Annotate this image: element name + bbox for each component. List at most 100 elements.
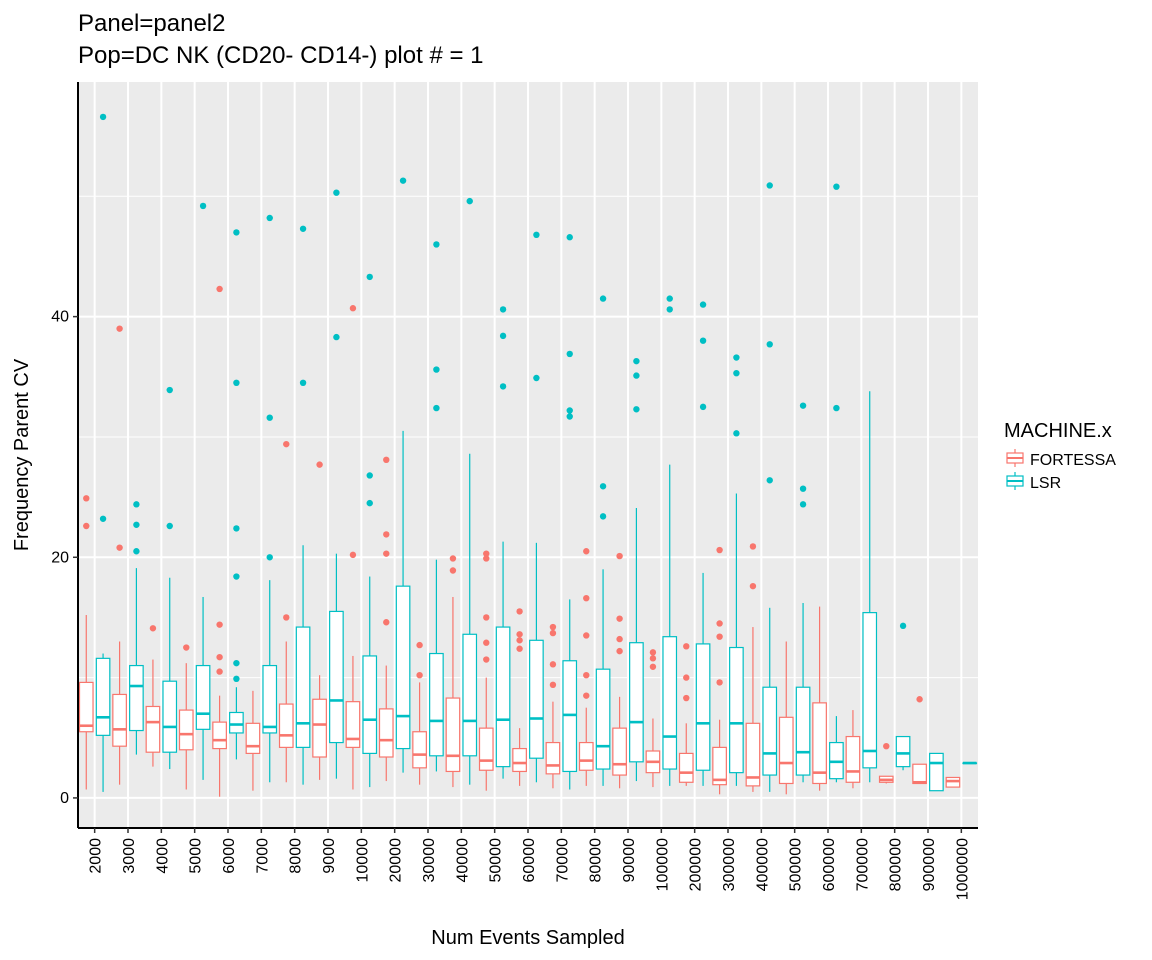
outlier-point (833, 183, 840, 190)
outlier-point (266, 414, 273, 421)
outlier-point (199, 202, 207, 210)
outlier-point (133, 521, 140, 528)
x-tick-label: 1000000 (954, 838, 971, 900)
outlier-point (549, 629, 557, 637)
box-lsr-10000 (362, 273, 378, 788)
outlier-point (233, 659, 240, 667)
box-iqr (662, 636, 678, 770)
outlier-point (616, 552, 623, 560)
outlier-point (483, 639, 490, 646)
outlier-point (749, 543, 757, 550)
outlier-point (166, 522, 173, 530)
outlier-point (116, 325, 123, 332)
outlier-point (766, 341, 773, 348)
outlier-point (283, 440, 290, 448)
outlier-point (233, 573, 240, 580)
outlier-point (666, 306, 673, 313)
box-lsr-50000 (495, 306, 511, 779)
box-iqr (162, 680, 178, 753)
outlier-point (649, 655, 657, 662)
box-iqr (462, 633, 478, 757)
x-tick-label: 40000 (454, 838, 471, 883)
box-iqr (629, 642, 644, 763)
outlier-point (433, 366, 440, 373)
box-lsr-90000 (629, 357, 644, 782)
box-fortessa-200000 (678, 643, 694, 786)
outlier-point (666, 295, 673, 302)
outlier-point (583, 594, 590, 602)
outlier-point (333, 333, 340, 341)
outlier-point (183, 644, 190, 651)
box-iqr (512, 747, 527, 773)
box-fortessa-900000 (912, 696, 927, 785)
box-iqr (278, 703, 294, 748)
x-tick-label: 10000 (354, 838, 371, 883)
box-iqr (178, 709, 194, 751)
box-iqr (429, 652, 444, 757)
outlier-point (683, 694, 690, 702)
outlier-point (633, 406, 640, 413)
outlier-point (383, 456, 390, 464)
box-iqr (245, 722, 261, 754)
box-fortessa-1000000 (945, 776, 961, 788)
outlier-point (266, 214, 273, 222)
outlier-point (233, 229, 240, 236)
box-iqr (129, 664, 144, 732)
outlier-point (799, 501, 807, 508)
chart-title: Panel=panel2 (78, 10, 225, 37)
outlier-point (833, 404, 840, 412)
box-iqr (795, 686, 811, 776)
box-iqr (895, 735, 911, 768)
outlier-point (699, 403, 707, 411)
outlier-point (516, 608, 523, 615)
outlier-point (366, 273, 373, 281)
outlier-point (499, 306, 507, 313)
outlier-point (166, 386, 173, 394)
box-fortessa-400000 (745, 543, 761, 792)
box-fortessa-800000 (878, 742, 894, 784)
box-fortessa-70000 (545, 623, 561, 789)
box-iqr (729, 646, 744, 774)
outlier-point (566, 234, 573, 241)
box-iqr (345, 701, 361, 748)
box-fortessa-9000 (312, 461, 327, 780)
x-axis-title: Num Events Sampled (431, 927, 624, 949)
outlier-point (733, 354, 740, 361)
x-tick-label: 60000 (521, 838, 538, 883)
outlier-point (216, 668, 223, 675)
x-tick-label: 20000 (388, 838, 405, 883)
legend-key-fortessa (1006, 449, 1024, 467)
box-iqr (578, 741, 594, 771)
x-tick-label: 400000 (754, 838, 771, 891)
box-fortessa-7000 (245, 690, 261, 791)
box-lsr-900000 (929, 752, 944, 792)
box-iqr (929, 752, 944, 792)
outlier-point (383, 531, 390, 538)
outlier-point (599, 295, 607, 302)
y-axis-title: Frequency Parent CV (11, 358, 33, 551)
outlier-point (433, 404, 440, 412)
outlier-point (533, 374, 540, 382)
box-fortessa-600000 (812, 606, 827, 791)
x-tick-label: 5000 (188, 838, 205, 874)
y-tick-label: 20 (51, 549, 69, 566)
box-iqr (812, 702, 827, 785)
x-tick-label: 80000 (588, 838, 605, 883)
outlier-point (133, 501, 140, 508)
outlier-point (316, 461, 323, 468)
outlier-point (483, 550, 490, 557)
outlier-point (216, 621, 223, 628)
outlier-point (533, 231, 540, 239)
outlier-point (633, 372, 640, 379)
outlier-point (499, 383, 507, 390)
legend-label-lsr: LSR (1030, 475, 1061, 492)
x-tick-label: 90000 (621, 838, 638, 883)
outlier-point (566, 407, 573, 414)
box-iqr (762, 686, 778, 776)
outlier-point (233, 379, 240, 387)
outlier-point (766, 182, 773, 189)
box-iqr (329, 610, 344, 744)
box-iqr (229, 711, 244, 734)
outlier-point (233, 675, 240, 682)
